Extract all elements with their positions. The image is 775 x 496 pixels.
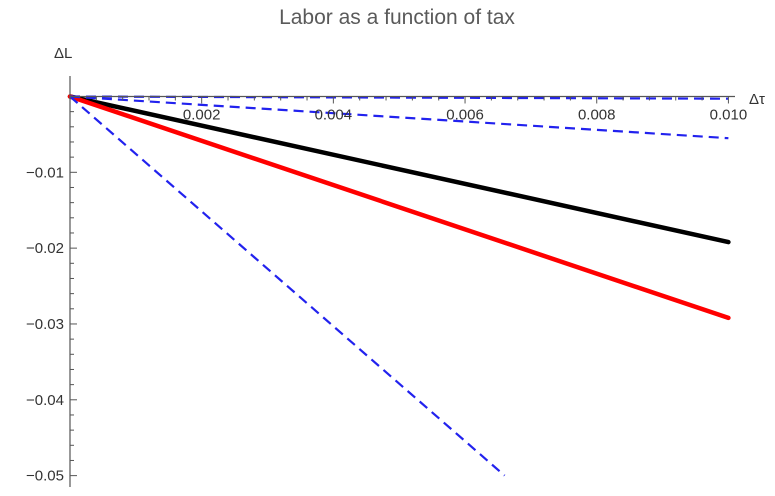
- y-tick-label: −0.04: [26, 392, 64, 409]
- ticks-layer: 0.002 0.004 0.006 0.008 0.010 −0.01 −0.02 −0.03…: [26, 96, 748, 485]
- series-line-4: [69, 95, 729, 140]
- y-tick-label: −0.01: [26, 164, 64, 181]
- series-line-3: [69, 95, 729, 100]
- series-line-2: [67, 94, 731, 321]
- series-line-1: [67, 94, 731, 245]
- x-tick-label: 0.006: [446, 106, 484, 123]
- x-tick-label: 0.010: [710, 106, 748, 123]
- x-tick-label: 0.002: [183, 106, 221, 123]
- y-tick-label: −0.02: [26, 240, 64, 257]
- series-line-5: [69, 95, 506, 477]
- y-tick-label: −0.03: [26, 316, 64, 333]
- y-axis-label: ΔL: [54, 45, 72, 62]
- axes-layer: [69, 76, 735, 487]
- chart-title: Labor as a function of tax: [279, 6, 515, 29]
- series-layer: [67, 94, 731, 477]
- x-tick-label: 0.008: [578, 106, 616, 123]
- x-axis-label: Δτ: [749, 91, 765, 108]
- y-tick-label: −0.05: [26, 468, 64, 485]
- x-tick-label: 0.004: [315, 106, 353, 123]
